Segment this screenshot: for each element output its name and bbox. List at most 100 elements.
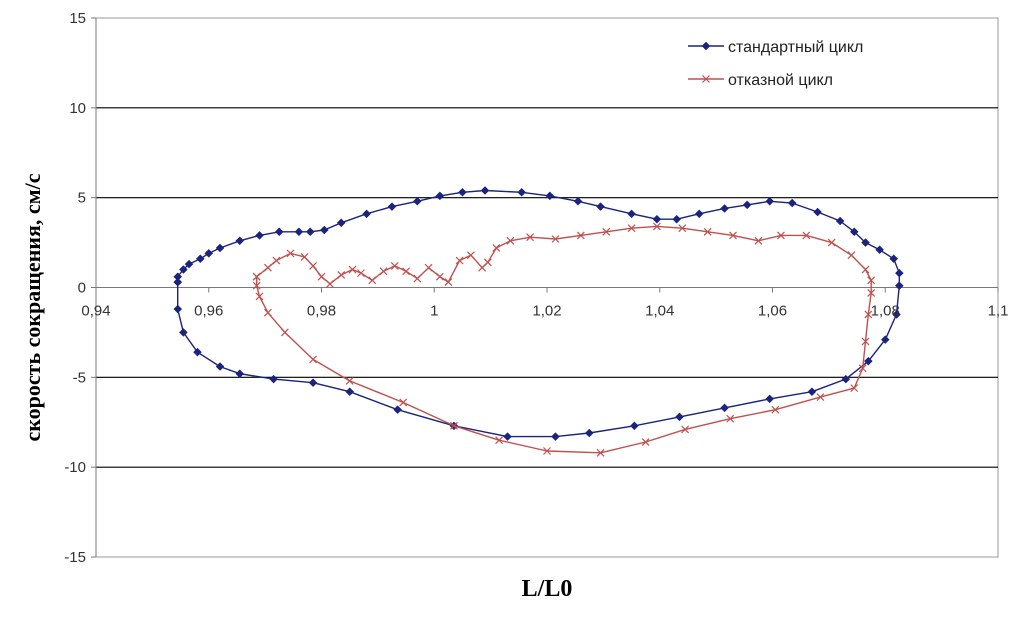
data-point-standard [694, 209, 704, 219]
legend-marker-standard [701, 41, 711, 51]
data-point-standard [215, 362, 225, 371]
data-point-failed [402, 267, 410, 276]
data-point-standard [345, 387, 355, 397]
data-point-standard [720, 403, 729, 413]
x-tick-label: 1,08 [871, 303, 900, 320]
data-point-standard [308, 378, 318, 388]
data-point-standard [235, 369, 245, 379]
y-axis-title: скорость сокращения, см/с [20, 173, 45, 441]
data-point-standard [720, 204, 729, 213]
data-point-failed [726, 414, 735, 423]
data-point-failed [379, 267, 388, 276]
y-tick-label: 0 [78, 280, 86, 297]
data-point-failed [858, 364, 867, 373]
y-tick-label: 15 [69, 10, 86, 27]
x-tick-label: 1,02 [532, 303, 561, 320]
data-point-failed [466, 251, 475, 260]
data-point-failed [309, 355, 317, 364]
x-tick-label: 0,96 [194, 303, 223, 320]
data-point-failed [678, 224, 687, 233]
x-axis-title: L/L0 [522, 576, 573, 602]
legend-cross [702, 75, 710, 83]
data-point-standard [889, 254, 899, 264]
data-point-failed [729, 231, 737, 240]
data-point-standard [184, 259, 194, 269]
data-point-failed [526, 233, 535, 242]
data-point-failed [861, 265, 870, 274]
data-point-standard [173, 277, 183, 287]
y-tick-label: 5 [78, 190, 86, 207]
data-point-failed [337, 270, 346, 279]
data-point-standard [305, 227, 315, 237]
data-point-standard [841, 374, 851, 384]
data-point-failed [602, 227, 611, 236]
x-tick-label: 1,06 [758, 303, 787, 320]
data-point-standard [319, 225, 329, 235]
data-point-standard [503, 432, 512, 441]
data-point-failed [703, 227, 712, 236]
data-point-failed [272, 256, 281, 265]
data-point-standard [861, 238, 870, 247]
data-point-failed [827, 238, 836, 247]
data-point-failed [348, 265, 357, 274]
data-point-standard [195, 254, 205, 264]
data-point-failed [802, 231, 811, 240]
legend: стандартный цикл отказной цикл [688, 39, 863, 89]
data-point-failed [345, 377, 354, 385]
data-point-standard [274, 227, 284, 237]
legend-marker-failed [702, 75, 710, 83]
data-point-failed [506, 236, 515, 245]
data-point-failed [777, 231, 785, 240]
data-point-standard [412, 196, 422, 206]
y-tick-label: -15 [64, 549, 86, 566]
data-point-failed [596, 448, 605, 457]
data-point-standard [480, 186, 490, 195]
data-point-failed [816, 393, 825, 402]
y-tick-label: 10 [69, 100, 86, 117]
data-point-failed [264, 263, 272, 272]
data-point-failed [300, 253, 309, 261]
data-point-failed [286, 249, 295, 258]
data-point-standard [545, 191, 555, 201]
x-tick-label: 1,04 [645, 303, 674, 320]
data-point-failed [864, 310, 873, 319]
data-point-failed [754, 236, 763, 245]
data-point-failed [495, 436, 504, 445]
data-point-failed [317, 272, 326, 281]
data-point-standard [551, 432, 560, 441]
data-point-failed [455, 256, 464, 265]
data-point-failed [847, 251, 856, 260]
series-standard [173, 186, 904, 441]
data-point-standard [179, 328, 188, 337]
legend-label-standard: стандартный цикл [728, 39, 863, 56]
data-point-failed [450, 421, 458, 430]
data-point-standard [435, 191, 445, 201]
x-tick-label: 0,98 [307, 303, 336, 320]
data-point-standard [863, 356, 873, 366]
data-point-failed [435, 272, 444, 281]
data-point-standard [787, 198, 797, 208]
data-point-standard [880, 335, 890, 344]
data-point-failed [576, 231, 585, 240]
data-point-failed [424, 263, 433, 272]
data-point-failed [483, 258, 492, 267]
data-point-failed [326, 279, 334, 288]
x-tick-label: 0,94 [81, 303, 110, 320]
data-point-standard [204, 249, 214, 258]
ticks-layer: -15 -10 -5 0 5 10 15 0,94 0,96 0,98 1 1,02 1,04 1,06 1… [64, 10, 1008, 566]
data-point-failed [252, 281, 261, 290]
data-point-failed [390, 262, 399, 270]
data-point-standard [294, 227, 304, 237]
data-point-standard [193, 347, 202, 357]
data-point-standard [849, 227, 859, 237]
data-point-failed [264, 308, 272, 317]
data-point-standard [835, 216, 845, 226]
data-point-standard [672, 214, 682, 224]
data-point-standard [362, 209, 371, 219]
series-layer [173, 186, 904, 457]
data-point-standard [235, 236, 245, 246]
data-point-failed [850, 384, 859, 393]
data-point-failed [681, 425, 690, 434]
